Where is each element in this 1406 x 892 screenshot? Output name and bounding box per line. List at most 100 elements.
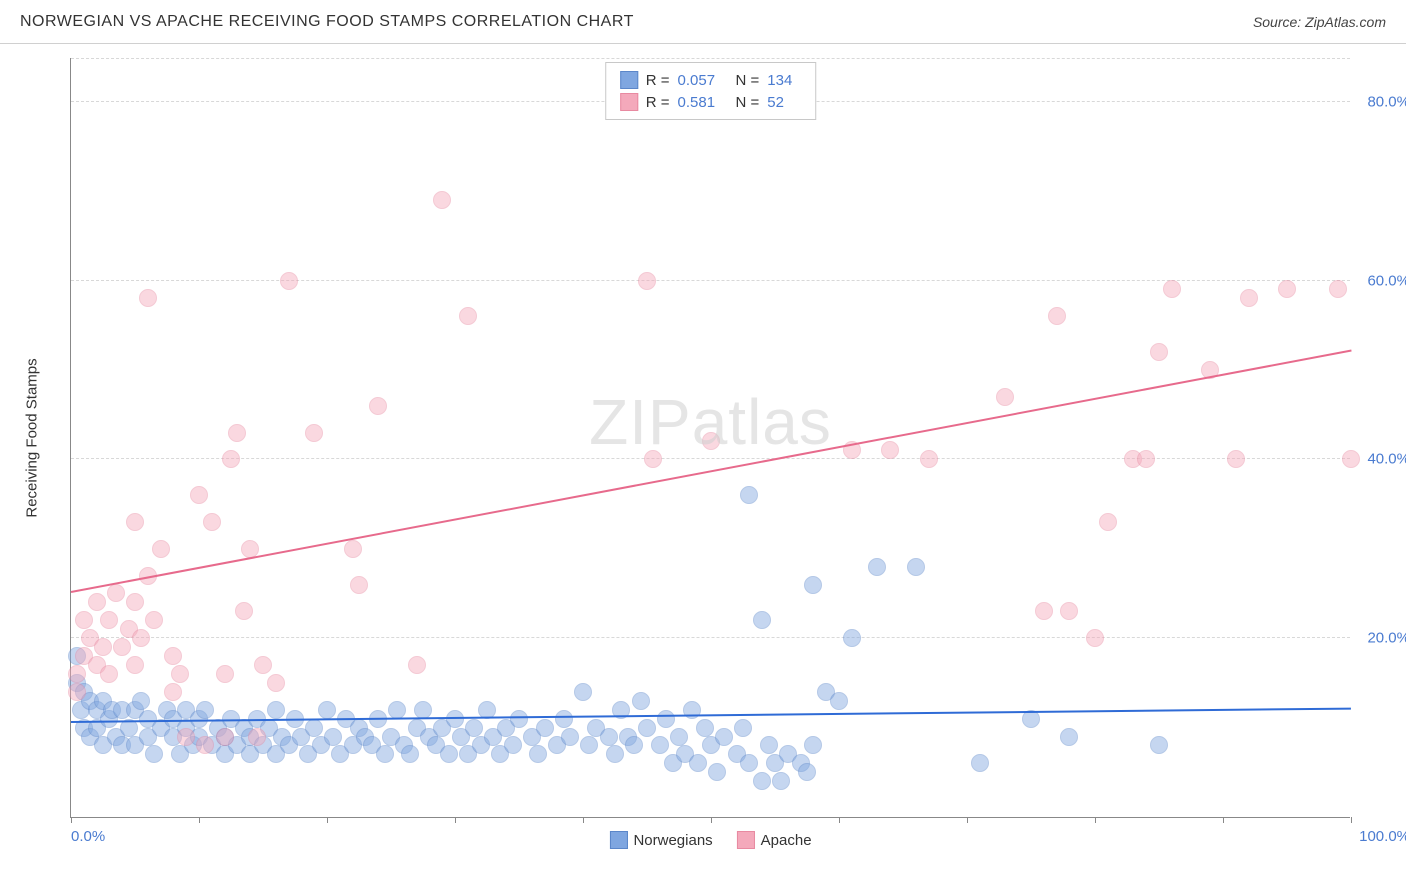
scatter-point: [1278, 280, 1296, 298]
scatter-point: [734, 719, 752, 737]
scatter-point: [1137, 450, 1155, 468]
scatter-point: [1240, 289, 1258, 307]
scatter-point: [196, 701, 214, 719]
legend-swatch: [737, 831, 755, 849]
scatter-point: [971, 754, 989, 772]
scatter-point: [760, 736, 778, 754]
trend-line: [71, 350, 1351, 593]
scatter-point: [164, 683, 182, 701]
scatter-point: [350, 576, 368, 594]
scatter-point: [440, 745, 458, 763]
scatter-point: [1060, 602, 1078, 620]
scatter-point: [510, 710, 528, 728]
legend-r-value: 0.057: [678, 72, 728, 89]
scatter-point: [126, 513, 144, 531]
x-tick: [839, 817, 840, 823]
plot-region: ZIPatlas R =0.057N =134R =0.581N =52 0.0…: [70, 58, 1350, 818]
scatter-point: [644, 450, 662, 468]
scatter-point: [843, 629, 861, 647]
scatter-point: [222, 450, 240, 468]
scatter-point: [100, 611, 118, 629]
scatter-point: [88, 593, 106, 611]
chart-area: Receiving Food Stamps ZIPatlas R =0.057N…: [50, 58, 1350, 818]
x-tick: [711, 817, 712, 823]
scatter-point: [75, 611, 93, 629]
x-tick: [967, 817, 968, 823]
scatter-point: [324, 728, 342, 746]
scatter-point: [107, 584, 125, 602]
scatter-point: [996, 388, 1014, 406]
scatter-point: [68, 665, 86, 683]
gridline: [71, 458, 1350, 459]
legend-swatch: [609, 831, 627, 849]
x-axis-max-label: 100.0%: [1359, 828, 1406, 845]
x-tick: [327, 817, 328, 823]
x-tick: [199, 817, 200, 823]
scatter-point: [145, 611, 163, 629]
scatter-point: [574, 683, 592, 701]
scatter-point: [126, 593, 144, 611]
x-tick: [71, 817, 72, 823]
scatter-point: [920, 450, 938, 468]
scatter-point: [670, 728, 688, 746]
legend-row: R = 0.057 N = 134: [620, 69, 802, 91]
scatter-point: [881, 441, 899, 459]
scatter-point: [267, 674, 285, 692]
scatter-point: [216, 728, 234, 746]
legend-swatch: [620, 71, 638, 89]
scatter-point: [318, 701, 336, 719]
scatter-point: [376, 745, 394, 763]
scatter-point: [388, 701, 406, 719]
scatter-point: [1060, 728, 1078, 746]
scatter-point: [555, 710, 573, 728]
scatter-point: [907, 558, 925, 576]
legend-label: Apache: [761, 832, 812, 849]
scatter-point: [171, 665, 189, 683]
scatter-point: [1150, 736, 1168, 754]
gridline: [71, 58, 1350, 59]
scatter-point: [196, 736, 214, 754]
scatter-point: [740, 754, 758, 772]
scatter-point: [638, 272, 656, 290]
legend-r-label: R =: [646, 94, 670, 111]
scatter-point: [1086, 629, 1104, 647]
scatter-point: [1342, 450, 1360, 468]
scatter-point: [465, 719, 483, 737]
x-tick: [1223, 817, 1224, 823]
series-legend: Norwegians Apache: [609, 831, 811, 849]
scatter-point: [632, 692, 650, 710]
scatter-point: [657, 710, 675, 728]
legend-swatch: [620, 93, 638, 111]
legend-r-value: 0.581: [678, 94, 728, 111]
y-tick-label: 60.0%: [1355, 272, 1406, 289]
scatter-point: [177, 728, 195, 746]
scatter-point: [600, 728, 618, 746]
scatter-point: [638, 719, 656, 737]
scatter-point: [1227, 450, 1245, 468]
scatter-point: [132, 692, 150, 710]
scatter-point: [580, 736, 598, 754]
legend-item: Norwegians: [609, 831, 712, 849]
legend-r-label: R =: [646, 72, 670, 89]
scatter-point: [536, 719, 554, 737]
scatter-point: [753, 772, 771, 790]
legend-row: R =0.581N =52: [620, 91, 802, 113]
legend-n-label: N =: [736, 72, 760, 89]
legend-n-value: 134: [767, 72, 801, 89]
scatter-point: [740, 486, 758, 504]
scatter-point: [139, 289, 157, 307]
scatter-point: [203, 513, 221, 531]
scatter-point: [804, 576, 822, 594]
scatter-point: [190, 486, 208, 504]
x-tick: [1095, 817, 1096, 823]
scatter-point: [305, 424, 323, 442]
chart-title: NORWEGIAN VS APACHE RECEIVING FOOD STAMP…: [20, 13, 634, 31]
scatter-point: [689, 754, 707, 772]
scatter-point: [459, 307, 477, 325]
scatter-point: [651, 736, 669, 754]
scatter-point: [94, 638, 112, 656]
scatter-point: [625, 736, 643, 754]
scatter-point: [1329, 280, 1347, 298]
scatter-point: [702, 432, 720, 450]
scatter-point: [696, 719, 714, 737]
